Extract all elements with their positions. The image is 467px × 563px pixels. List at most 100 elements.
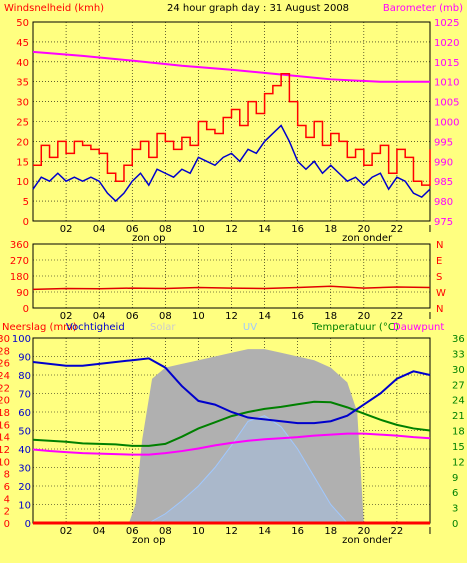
sunrise-label-3: zon op xyxy=(132,535,165,546)
left-tick-label-3-7: 14 xyxy=(0,433,10,444)
left-tick-label-3-12: 24 xyxy=(0,371,10,382)
left-tick-label-3-0: 0 xyxy=(25,519,31,530)
left-tick-label-1-10: 50 xyxy=(16,18,29,29)
x-tick-label-2-11: I xyxy=(429,311,432,322)
left-tick-label-1-4: 20 xyxy=(16,137,29,148)
left-tick-label-3-5: 50 xyxy=(18,427,31,438)
right-tick-label-1-5: 1000 xyxy=(434,118,459,129)
x-tick-label-1-11: I xyxy=(429,224,432,235)
left-tick-label-3-9: 18 xyxy=(0,408,10,419)
x-tick-label-2-9: 20 xyxy=(357,311,370,322)
x-tick-label-3-3: 08 xyxy=(159,526,172,537)
right-tick-label-1-1: 980 xyxy=(434,197,453,208)
right-tick-label-3-10: 30 xyxy=(452,365,465,376)
left-tick-label-1-1: 5 xyxy=(23,197,29,208)
left-tick-label-1-9: 45 xyxy=(16,38,29,49)
x-tick-label-2-8: 18 xyxy=(324,311,337,322)
left-tick-label-3-10: 20 xyxy=(0,396,10,407)
left-tick-label-1-7: 35 xyxy=(16,78,29,89)
x-tick-label-3-11: I xyxy=(429,526,432,537)
left-tick-label-3-3: 30 xyxy=(18,464,31,475)
x-tick-label-1-2: 06 xyxy=(126,224,139,235)
left-tick-label-1-8: 40 xyxy=(16,58,29,69)
series-wind-direction xyxy=(32,285,431,291)
right-tick-label-1-2: 985 xyxy=(434,177,453,188)
left-tick-label-1-3: 15 xyxy=(16,157,29,168)
x-tick-label-1-7: 16 xyxy=(291,224,304,235)
left-tick-label-2-1: 90 xyxy=(16,288,29,299)
wind-axis-title: Windsnelheid (kmh) xyxy=(4,3,104,14)
left-tick-label-3-1: 10 xyxy=(18,501,31,512)
left-tick-label-3-9: 90 xyxy=(18,353,31,364)
x-tick-label-1-8: 18 xyxy=(324,224,337,235)
rain-humidity-temperature-panel: 0246810121416182022242628300102030405060… xyxy=(0,334,465,546)
left-tick-label-3-2: 20 xyxy=(18,482,31,493)
left-tick-label-3-15: 30 xyxy=(0,334,10,345)
left-tick-label-1-2: 10 xyxy=(16,177,29,188)
series-solar-area xyxy=(33,349,430,523)
left-tick-label-3-4: 40 xyxy=(18,445,31,456)
left-tick-label-2-2: 180 xyxy=(10,272,29,283)
x-tick-label-2-5: 12 xyxy=(225,311,238,322)
x-tick-label-3-6: 14 xyxy=(258,526,271,537)
x-tick-label-3-1: 04 xyxy=(93,526,106,537)
x-tick-label-3-9: 20 xyxy=(357,526,370,537)
right-tick-label-3-8: 24 xyxy=(452,396,465,407)
left-tick-label-3-6: 12 xyxy=(0,445,10,456)
right-tick-label-1-10: 1025 xyxy=(434,18,459,29)
right-tick-label-2-3: E xyxy=(436,256,442,267)
series-uv-area xyxy=(33,415,430,523)
right-tick-label-2-4: N xyxy=(436,240,443,251)
left-tick-label-1-6: 30 xyxy=(16,98,29,109)
right-tick-label-1-6: 1005 xyxy=(434,98,459,109)
x-tick-label-3-8: 18 xyxy=(324,526,337,537)
right-tick-label-3-5: 15 xyxy=(452,442,465,453)
x-tick-label-3-5: 12 xyxy=(225,526,238,537)
left-tick-label-3-0: 0 xyxy=(4,519,10,530)
right-tick-label-3-2: 6 xyxy=(452,488,458,499)
left-tick-label-3-1: 2 xyxy=(4,507,10,518)
wind-barometer-panel: 0510152025303540455097598098599099510001… xyxy=(16,18,459,244)
series-humidity xyxy=(32,357,431,425)
x-tick-label-1-6: 14 xyxy=(258,224,271,235)
left-tick-label-3-3: 6 xyxy=(4,482,10,493)
left-tick-label-1-5: 25 xyxy=(16,118,29,129)
left-tick-label-2-3: 270 xyxy=(10,256,29,267)
sunset-label-1: zon onder xyxy=(342,233,393,244)
x-tick-label-1-3: 08 xyxy=(159,224,172,235)
series-uv-line xyxy=(33,415,430,524)
left-tick-label-3-11: 22 xyxy=(0,383,10,394)
right-tick-label-2-2: S xyxy=(436,272,442,283)
x-tick-label-2-3: 08 xyxy=(159,311,172,322)
series-wind-average xyxy=(32,124,431,203)
left-tick-label-3-2: 4 xyxy=(4,494,10,505)
x-tick-label-1-9: 20 xyxy=(357,224,370,235)
left-tick-label-3-7: 70 xyxy=(18,390,31,401)
x-tick-label-1-0: 02 xyxy=(60,224,73,235)
right-tick-label-1-8: 1015 xyxy=(434,58,459,69)
left-tick-label-1-0: 0 xyxy=(23,217,29,228)
uv-label: UV xyxy=(243,322,257,333)
series-dewpoint xyxy=(32,432,431,456)
right-tick-label-3-7: 21 xyxy=(452,411,465,422)
x-tick-label-2-0: 02 xyxy=(60,311,73,322)
right-tick-label-2-0: N xyxy=(436,304,443,315)
x-tick-label-3-7: 16 xyxy=(291,526,304,537)
sunset-label-3: zon onder xyxy=(342,535,393,546)
x-tick-label-1-4: 10 xyxy=(192,224,205,235)
right-tick-label-3-6: 18 xyxy=(452,427,465,438)
left-tick-label-3-8: 80 xyxy=(18,371,31,382)
series-barometer xyxy=(32,50,430,83)
right-tick-label-3-9: 27 xyxy=(452,380,465,391)
right-tick-label-3-12: 36 xyxy=(452,334,465,345)
left-tick-label-3-10: 100 xyxy=(12,334,31,345)
left-tick-label-3-8: 16 xyxy=(0,420,10,431)
x-tick-label-1-5: 12 xyxy=(225,224,238,235)
x-tick-label-3-0: 02 xyxy=(60,526,73,537)
series-wind-gust xyxy=(33,72,431,186)
x-tick-label-2-10: 22 xyxy=(391,311,404,322)
right-tick-label-3-11: 33 xyxy=(452,349,465,360)
right-tick-label-1-4: 995 xyxy=(434,137,453,148)
right-tick-label-3-3: 9 xyxy=(452,473,458,484)
